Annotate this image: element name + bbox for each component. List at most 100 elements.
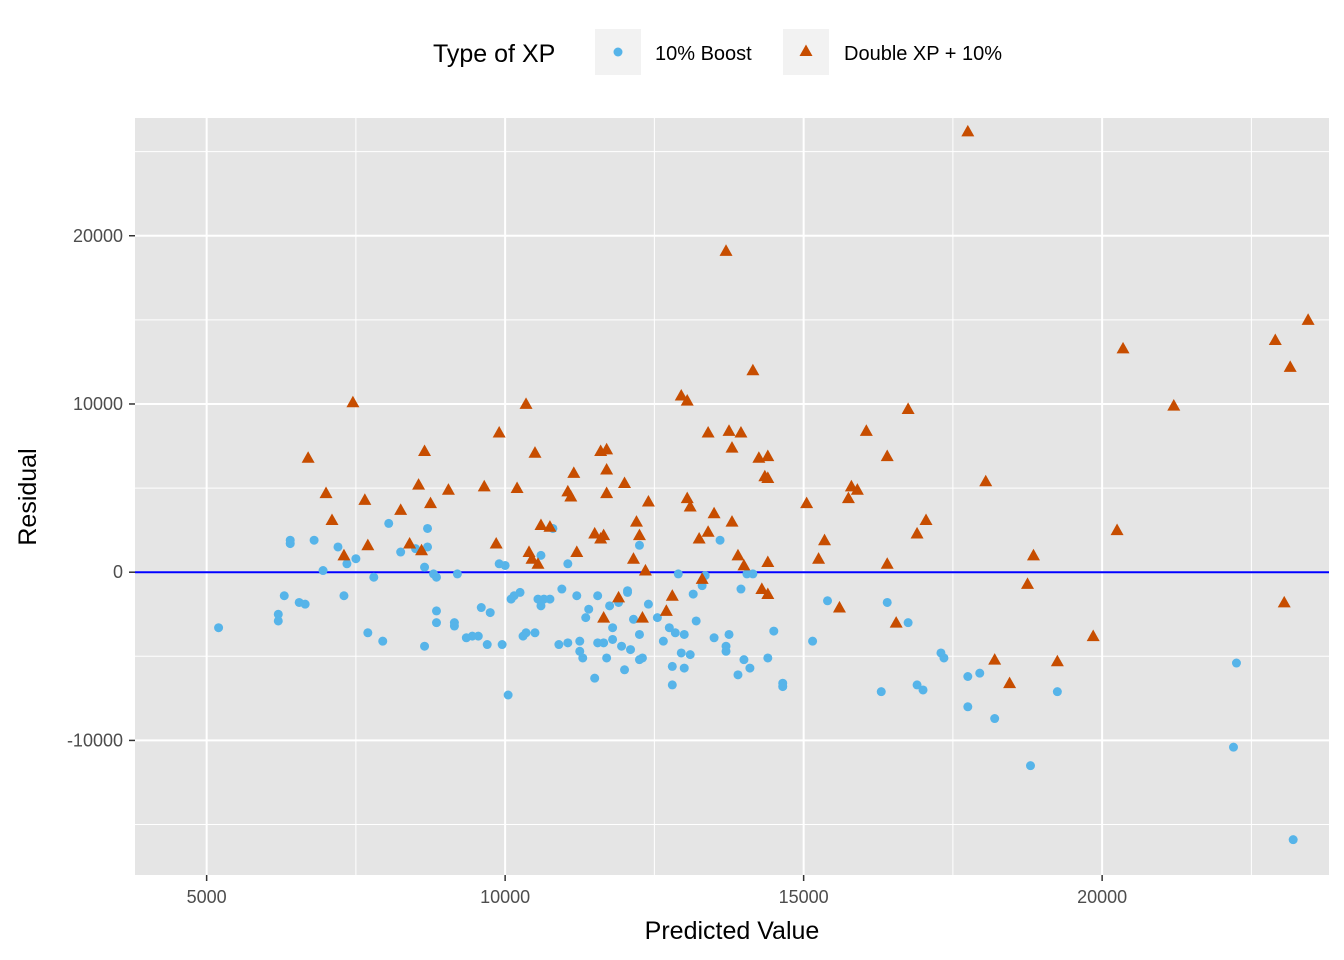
- point-10-boost: [876, 687, 886, 697]
- point-10-boost: [599, 638, 609, 648]
- point-double-xp: [683, 499, 697, 512]
- point-10-boost: [912, 680, 922, 690]
- point-double-xp: [761, 587, 775, 600]
- point-10-boost: [918, 685, 928, 695]
- point-10-boost: [1026, 761, 1035, 771]
- x-axis-title: Predicted Value: [645, 917, 820, 945]
- point-10-boost: [431, 572, 441, 582]
- point-double-xp: [441, 483, 455, 495]
- point-double-xp: [325, 513, 339, 526]
- point-10-boost: [724, 629, 734, 639]
- point-10-boost: [593, 591, 603, 601]
- point-double-xp: [301, 451, 315, 463]
- point-double-xp: [418, 444, 432, 457]
- point-10-boost: [590, 673, 600, 683]
- point-double-xp: [641, 494, 655, 507]
- point-double-xp: [850, 483, 864, 495]
- point-double-xp: [737, 558, 751, 571]
- point-10-boost: [384, 518, 394, 528]
- point-10-boost: [485, 608, 495, 618]
- point-double-xp: [680, 491, 694, 504]
- point-double-xp: [629, 515, 643, 527]
- point-double-xp: [695, 572, 709, 584]
- point-10-boost: [581, 613, 591, 623]
- point-10-boost: [608, 623, 618, 633]
- point-10-boost: [497, 640, 507, 650]
- point-double-xp: [519, 397, 533, 409]
- point-10-boost: [688, 589, 698, 599]
- point-double-xp: [412, 478, 426, 490]
- point-10-boost: [634, 540, 644, 550]
- point-double-xp: [346, 395, 360, 408]
- point-double-xp: [761, 471, 775, 483]
- point-10-boost: [620, 665, 630, 675]
- point-double-xp: [979, 474, 993, 487]
- point-10-boost: [602, 653, 612, 663]
- y-tick-label: 0: [113, 562, 123, 582]
- point-10-boost: [623, 587, 633, 597]
- y-axis-title: Residual: [14, 448, 42, 545]
- point-10-boost: [578, 653, 588, 663]
- point-10-boost: [476, 603, 486, 613]
- point-10-boost: [903, 618, 913, 628]
- point-10-boost: [658, 636, 668, 646]
- legend: Type of XP 10% Boost Double XP + 10%: [433, 29, 1002, 75]
- point-10-boost: [823, 596, 833, 606]
- point-double-xp: [841, 491, 855, 504]
- point-double-xp: [489, 537, 503, 549]
- point-double-xp: [665, 589, 679, 601]
- point-10-boost: [634, 629, 644, 639]
- point-10-boost: [1288, 835, 1298, 845]
- y-tick-label: -10000: [67, 730, 123, 750]
- point-double-xp: [859, 424, 873, 436]
- point-10-boost: [273, 609, 283, 619]
- point-double-xp: [424, 496, 438, 509]
- point-10-boost: [563, 559, 573, 569]
- legend-label-10-boost: 10% Boost: [655, 43, 752, 65]
- point-double-xp: [543, 520, 557, 532]
- point-double-xp: [725, 515, 739, 527]
- point-double-xp: [1283, 360, 1297, 372]
- point-double-xp: [600, 486, 614, 499]
- point-10-boost: [679, 663, 689, 673]
- point-10-boost: [333, 542, 343, 552]
- point-double-xp: [477, 479, 491, 492]
- point-double-xp: [910, 526, 924, 539]
- point-10-boost: [503, 690, 513, 700]
- point-double-xp: [534, 518, 548, 531]
- x-axis: 5000 10000 15000 20000: [187, 875, 1127, 907]
- point-10-boost: [342, 559, 352, 569]
- point-10-boost: [557, 584, 567, 594]
- point-double-xp: [988, 653, 1002, 665]
- point-10-boost: [667, 680, 677, 690]
- point-double-xp: [319, 486, 333, 499]
- point-double-xp: [337, 548, 351, 561]
- point-10-boost: [420, 641, 430, 651]
- point-double-xp: [701, 525, 715, 537]
- point-double-xp: [567, 466, 581, 478]
- point-double-xp: [1167, 399, 1181, 411]
- point-10-boost: [536, 601, 546, 611]
- point-10-boost: [473, 631, 483, 641]
- point-10-boost: [423, 523, 433, 533]
- point-10-boost: [605, 601, 615, 611]
- point-10-boost: [378, 636, 388, 646]
- point-10-boost: [420, 562, 430, 572]
- point-10-boost: [554, 640, 564, 650]
- point-10-boost: [763, 653, 773, 663]
- legend-key-double-xp-marker: [799, 44, 813, 56]
- point-10-boost: [575, 646, 585, 656]
- point-double-xp: [635, 611, 649, 623]
- point-10-boost: [515, 587, 525, 597]
- point-double-xp: [674, 388, 688, 401]
- point-double-xp: [597, 528, 611, 541]
- point-10-boost: [963, 671, 973, 681]
- point-10-boost: [351, 554, 361, 564]
- point-double-xp: [1268, 333, 1282, 346]
- point-double-xp: [731, 548, 745, 561]
- point-double-xp: [659, 604, 673, 616]
- point-10-boost: [664, 623, 674, 633]
- point-double-xp: [1021, 577, 1035, 589]
- point-double-xp: [528, 446, 542, 458]
